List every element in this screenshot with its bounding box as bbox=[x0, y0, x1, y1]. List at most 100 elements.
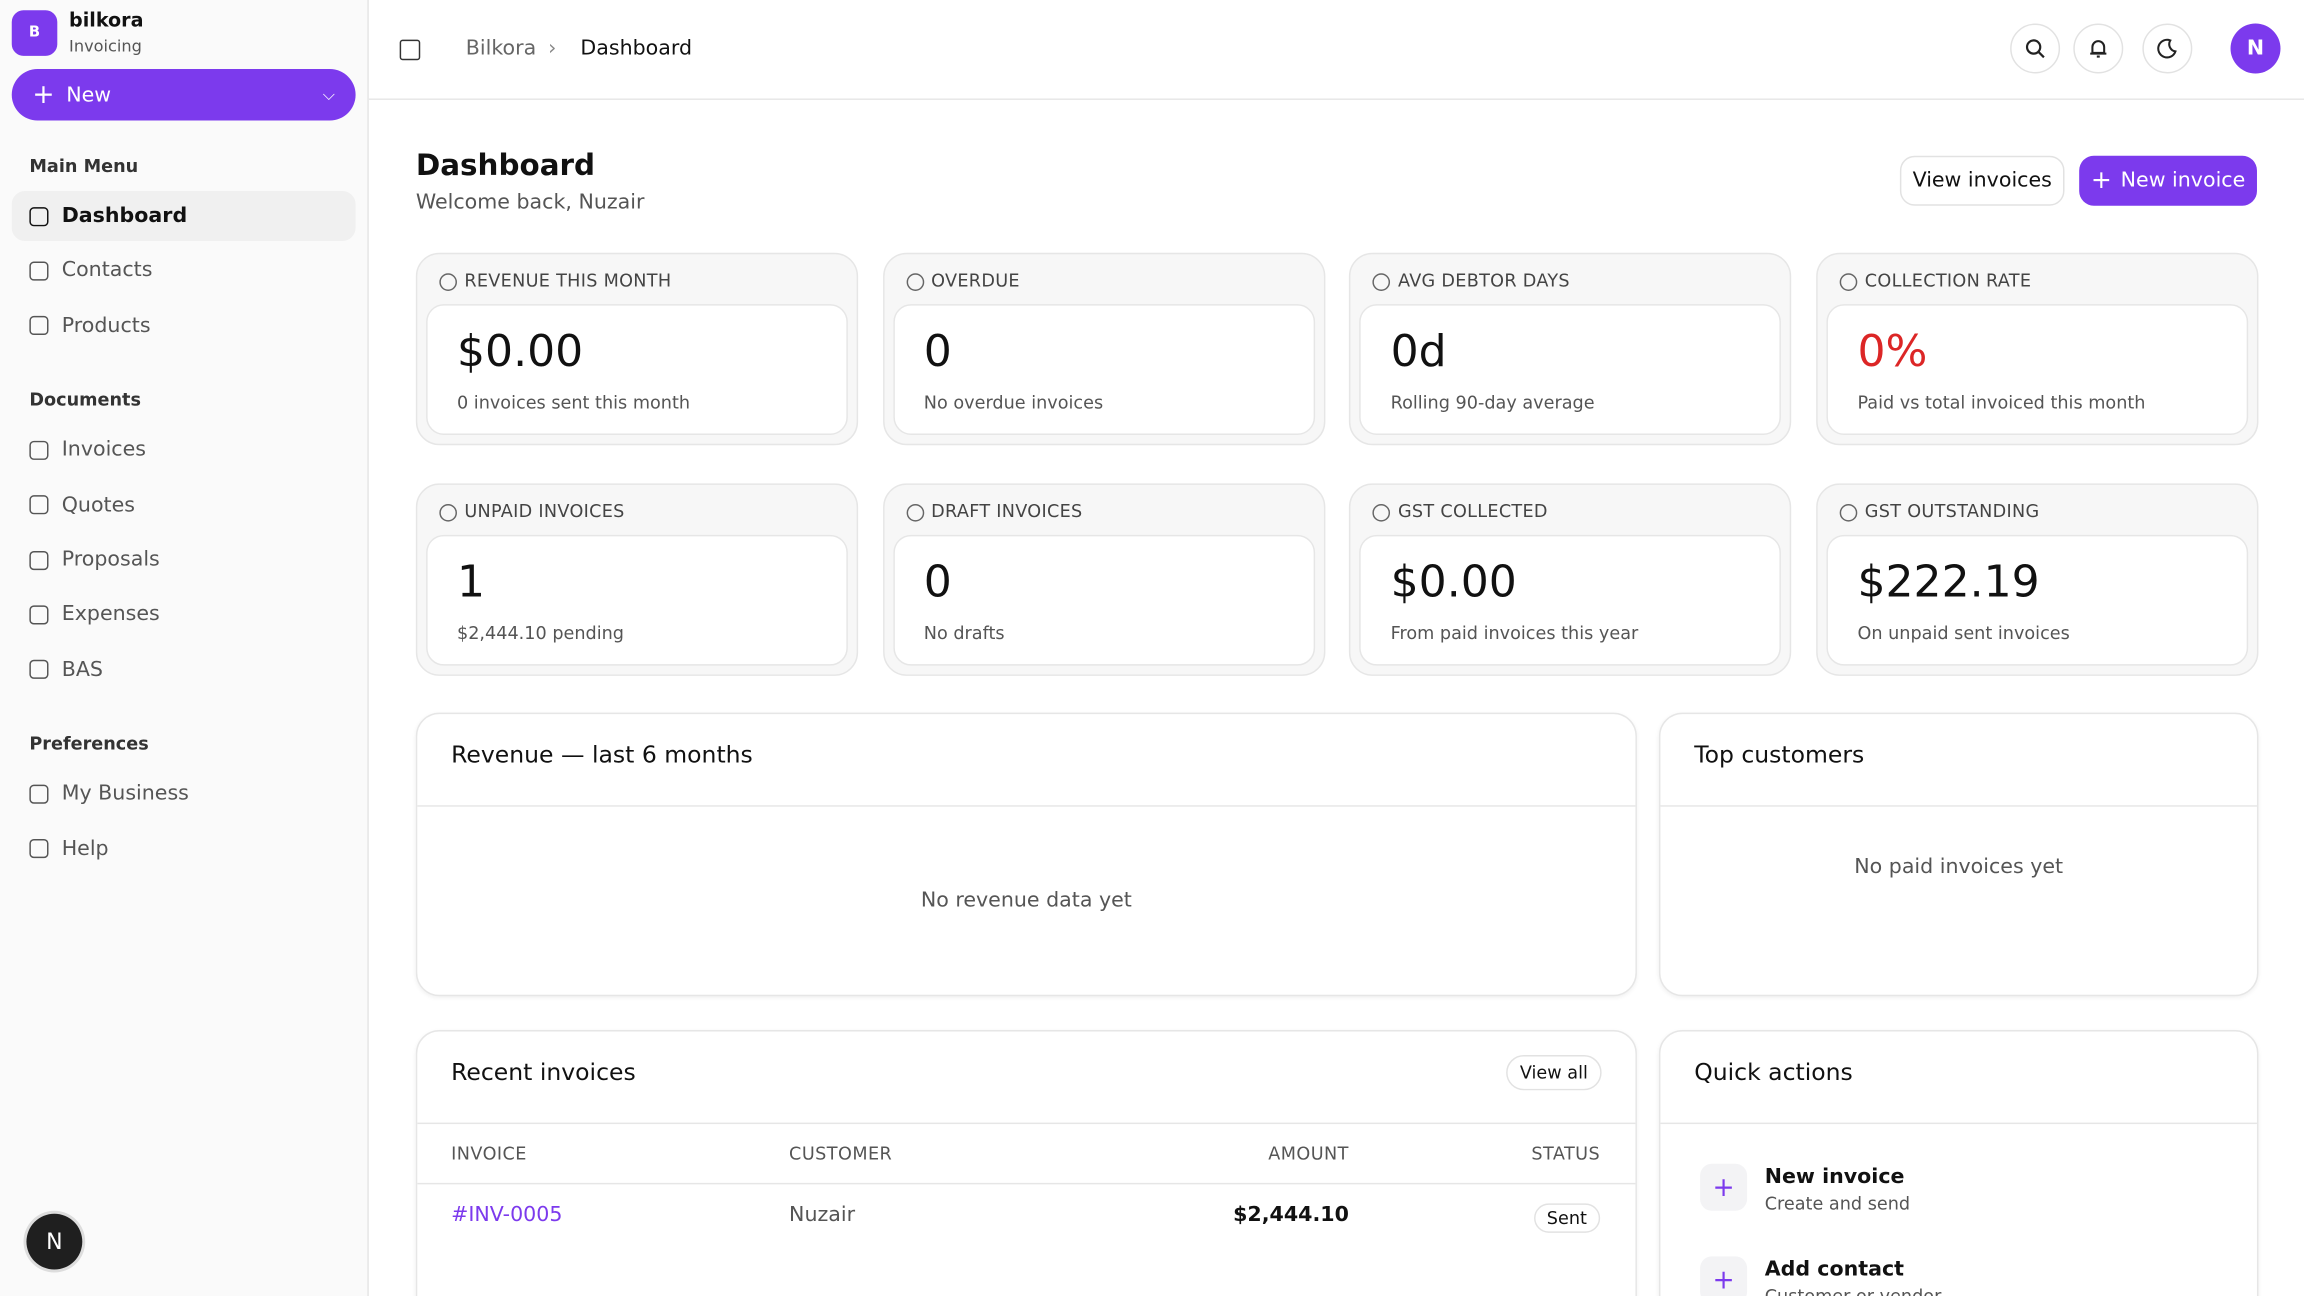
nav-icon bbox=[29, 839, 49, 859]
stat-icon bbox=[439, 504, 457, 522]
action-icon: + bbox=[1700, 1256, 1748, 1296]
stat-card: AVG DEBTOR DAYS 0d Rolling 90-day average bbox=[1349, 252, 1792, 446]
action-icon: + bbox=[1700, 1163, 1748, 1211]
sidebar: B bilkora Invoicing + New ⌵ N Main Menu Das… bbox=[0, 0, 369, 1296]
column-header: AMOUNT bbox=[1268, 1143, 1349, 1164]
brand-name: bilkora bbox=[69, 10, 144, 33]
stat-body: 1 $2,444.10 pending bbox=[426, 534, 848, 666]
nav-label: Expenses bbox=[61, 603, 160, 627]
stat-icon bbox=[906, 273, 924, 291]
nav-item[interactable]: BAS bbox=[12, 645, 356, 695]
nav-item[interactable]: Invoices bbox=[12, 425, 356, 475]
divider bbox=[417, 805, 1636, 807]
new-button[interactable]: + New ⌵ bbox=[11, 69, 356, 121]
stat-label: REVENUE THIS MONTH bbox=[464, 270, 672, 291]
nav-icon bbox=[29, 784, 49, 804]
stat-value: 0% bbox=[1857, 326, 1928, 378]
column-header: INVOICE bbox=[451, 1143, 527, 1164]
stat-label: GST OUTSTANDING bbox=[1864, 501, 2040, 522]
column-header: CUSTOMER bbox=[789, 1143, 893, 1164]
stat-card: COLLECTION RATE 0% Paid vs total invoiced … bbox=[1816, 252, 2259, 446]
action-title: New invoice bbox=[1764, 1165, 1905, 1189]
nav-item[interactable]: Products bbox=[12, 301, 356, 351]
notifications-button[interactable] bbox=[2073, 23, 2124, 74]
action-subtitle: Customer or vendor bbox=[1765, 1286, 1942, 1296]
view-all-button[interactable]: View all bbox=[1506, 1055, 1602, 1091]
stat-icon bbox=[1372, 273, 1391, 291]
nav-label: Contacts bbox=[61, 259, 153, 283]
search-button[interactable] bbox=[2010, 23, 2061, 74]
nav-item[interactable]: Dashboard bbox=[11, 191, 356, 241]
stat-label: COLLECTION RATE bbox=[1864, 270, 2032, 291]
view-invoices-button[interactable]: View invoices bbox=[1899, 155, 2065, 206]
nav-icon bbox=[29, 495, 49, 515]
nav-label: Dashboard bbox=[61, 204, 188, 228]
new-button-label: New bbox=[66, 83, 112, 107]
theme-toggle[interactable] bbox=[2142, 23, 2193, 74]
stat-note: Rolling 90-day average bbox=[1390, 392, 1595, 413]
stat-value: $222.19 bbox=[1857, 556, 2040, 609]
stat-icon bbox=[1372, 504, 1391, 522]
status-badge: Sent bbox=[1533, 1203, 1601, 1233]
breadcrumb-separator: › bbox=[548, 36, 557, 61]
nav-item[interactable]: Contacts bbox=[12, 246, 356, 296]
page-header: Dashboard Welcome back, Nuzair bbox=[416, 147, 645, 215]
recent-invoices-panel: Recent invoices View all INVOICE CUSTOMER… bbox=[415, 1030, 1637, 1296]
stat-body: 0 No overdue invoices bbox=[892, 304, 1315, 435]
stat-card: OVERDUE 0 No overdue invoices bbox=[882, 252, 1325, 446]
nav-item[interactable]: Help bbox=[12, 824, 356, 874]
nav-item[interactable]: My Business bbox=[12, 769, 356, 819]
nav-icon bbox=[29, 660, 49, 680]
nav-label: My Business bbox=[61, 781, 189, 806]
quick-action[interactable]: + Add contact Customer or vendor bbox=[1700, 1256, 2229, 1296]
empty-state: No revenue data yet bbox=[920, 888, 1132, 913]
divider bbox=[1660, 1122, 2257, 1125]
amount: $2,444.10 bbox=[1233, 1203, 1349, 1227]
section-title: Main Menu bbox=[29, 155, 139, 177]
divider bbox=[1660, 805, 2257, 807]
customer: Nuzair bbox=[789, 1203, 856, 1227]
panel-title: Recent invoices bbox=[451, 1057, 636, 1086]
stat-icon bbox=[439, 273, 457, 291]
stat-note: Paid vs total invoiced this month bbox=[1857, 392, 2146, 413]
new-invoice-button[interactable]: + New invoice bbox=[2079, 155, 2257, 206]
stat-body: 0% Paid vs total invoiced this month bbox=[1826, 304, 2249, 435]
nav-item[interactable]: Quotes bbox=[12, 480, 356, 530]
quick-action[interactable]: + New invoice Create and send bbox=[1700, 1163, 2229, 1229]
nav-label: Products bbox=[61, 314, 151, 338]
panel-title: Revenue — last 6 months bbox=[451, 740, 753, 769]
panel-title: Quick actions bbox=[1694, 1057, 1853, 1086]
nav-label: Quotes bbox=[61, 493, 135, 517]
stat-note: No overdue invoices bbox=[923, 392, 1104, 413]
stat-label: GST COLLECTED bbox=[1397, 501, 1548, 522]
nav-item[interactable]: Expenses bbox=[12, 590, 356, 640]
nav-icon bbox=[29, 206, 49, 226]
stat-note: 0 invoices sent this month bbox=[456, 392, 691, 413]
stat-value: 1 bbox=[456, 556, 486, 609]
nav-label: Proposals bbox=[61, 548, 160, 572]
new-invoice-label: New invoice bbox=[2120, 168, 2246, 193]
sidebar-toggle[interactable] bbox=[399, 39, 421, 61]
stat-note: $2,444.10 pending bbox=[456, 623, 625, 644]
user-avatar[interactable]: N bbox=[26, 1213, 83, 1270]
nav-icon bbox=[29, 316, 49, 336]
breadcrumb[interactable]: Bilkora bbox=[465, 36, 537, 61]
invoice-link[interactable]: #INV-0005 bbox=[451, 1203, 563, 1227]
nav-item[interactable]: Proposals bbox=[12, 535, 356, 585]
nav-label: Help bbox=[61, 836, 109, 861]
stat-label: OVERDUE bbox=[931, 270, 1020, 291]
nav-icon bbox=[29, 605, 49, 625]
brand-subtitle: Invoicing bbox=[69, 36, 142, 56]
stat-label: AVG DEBTOR DAYS bbox=[1397, 270, 1570, 291]
section-title: Documents bbox=[29, 389, 141, 411]
stat-card: REVENUE THIS MONTH $0.00 0 invoices sent t… bbox=[415, 252, 859, 446]
stat-icon bbox=[1839, 504, 1858, 522]
page-subtitle: Welcome back, Nuzair bbox=[415, 191, 645, 215]
action-subtitle: Create and send bbox=[1764, 1193, 1911, 1214]
stat-body: $0.00 0 invoices sent this month bbox=[426, 304, 848, 435]
stat-value: 0d bbox=[1390, 326, 1447, 378]
stat-note: On unpaid sent invoices bbox=[1857, 623, 2070, 644]
profile-avatar[interactable]: N bbox=[2230, 23, 2281, 74]
top-customers-panel: Top customers No paid invoices yet bbox=[1658, 712, 2259, 997]
